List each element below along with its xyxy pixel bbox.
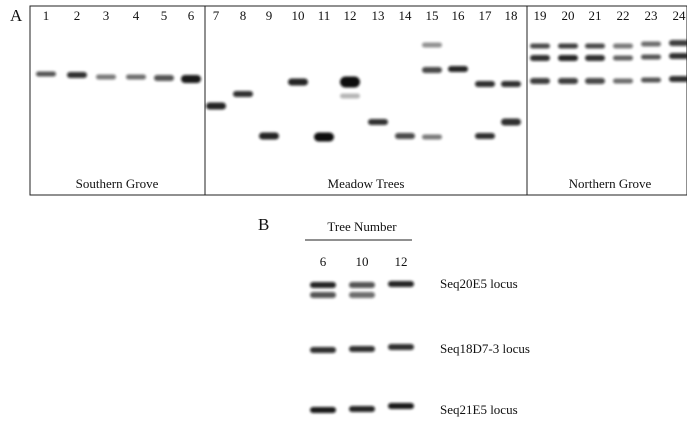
locus-label: Seq21E5 locus	[440, 402, 518, 417]
gel-band	[314, 132, 334, 142]
lane-number: 19	[534, 8, 547, 23]
gel-band	[669, 76, 687, 82]
lane-number: 6	[320, 254, 327, 269]
lane-number: 20	[562, 8, 575, 23]
gel-band	[558, 55, 578, 61]
gel-band	[501, 118, 521, 126]
gel-band	[613, 55, 633, 61]
gel-band	[585, 43, 605, 49]
gel-band	[67, 72, 87, 78]
gel-band	[422, 134, 442, 140]
lane-number: 11	[318, 8, 331, 23]
gel-band	[36, 71, 56, 77]
gel-band	[388, 403, 414, 409]
lane-number: 7	[213, 8, 220, 23]
gel-band	[475, 81, 495, 87]
gel-band	[310, 407, 336, 413]
gel-band	[349, 282, 375, 288]
gel-band	[641, 54, 661, 60]
group-label: Southern Grove	[76, 176, 159, 191]
locus-label: Seq20E5 locus	[440, 276, 518, 291]
lane-number: 5	[161, 8, 168, 23]
gel-band	[641, 41, 661, 47]
gel-band	[310, 292, 336, 298]
panel-label: B	[258, 215, 269, 234]
bands	[36, 40, 687, 413]
lane-number: 22	[617, 8, 630, 23]
gel-band	[422, 42, 442, 48]
panel-label: A	[10, 6, 23, 25]
gel-band	[233, 91, 253, 97]
gel-band	[395, 133, 415, 139]
lane-number: 10	[356, 254, 369, 269]
gel-band	[613, 43, 633, 49]
gel-band	[669, 53, 687, 59]
gel-band	[288, 78, 308, 86]
lane-number: 16	[452, 8, 466, 23]
lane-number: 13	[372, 8, 385, 23]
gel-band	[530, 78, 550, 84]
gel-band	[558, 43, 578, 49]
gel-band	[475, 133, 495, 139]
lane-number: 9	[266, 8, 273, 23]
gel-band	[96, 74, 116, 80]
gel-band	[422, 67, 442, 73]
lane-number: 6	[188, 8, 195, 23]
locus-label: Seq18D7-3 locus	[440, 341, 530, 356]
gel-band	[585, 55, 605, 61]
gel-band	[206, 102, 226, 110]
gel-band	[448, 66, 468, 72]
gel-band	[181, 75, 201, 83]
gel-frame	[29, 5, 687, 196]
lane-number: 1	[43, 8, 50, 23]
gel-band	[669, 40, 687, 46]
gel-band	[349, 346, 375, 352]
gel-band	[585, 78, 605, 84]
lane-number: 14	[399, 8, 413, 23]
lane-number: 8	[240, 8, 247, 23]
lane-number: 2	[74, 8, 81, 23]
gel-band	[349, 406, 375, 412]
gel-band	[259, 132, 279, 140]
lane-number: 21	[589, 8, 602, 23]
gel-band	[126, 74, 146, 80]
lane-number: 10	[292, 8, 305, 23]
gel-band	[501, 81, 521, 87]
gel-band	[530, 43, 550, 49]
gel-band	[349, 292, 375, 298]
gel-band	[388, 344, 414, 350]
lane-number: 12	[395, 254, 408, 269]
lane-number: 3	[103, 8, 110, 23]
gel-band	[154, 75, 174, 81]
lane-number: 12	[344, 8, 357, 23]
lane-number: 15	[426, 8, 439, 23]
gel-band	[558, 78, 578, 84]
header: Tree Number	[327, 219, 397, 234]
lane-number: 18	[505, 8, 518, 23]
gel-band	[310, 347, 336, 353]
gel-band	[530, 55, 550, 61]
gel-band	[340, 93, 360, 99]
gel-band	[340, 76, 360, 88]
lane-number: 4	[133, 8, 140, 23]
group-label: Meadow Trees	[328, 176, 405, 191]
gel-band	[613, 78, 633, 84]
gel-band	[310, 282, 336, 288]
lane-number: 24	[673, 8, 687, 23]
group-label: Northern Grove	[569, 176, 652, 191]
gel-band	[641, 77, 661, 83]
lane-number: 17	[479, 8, 493, 23]
lane-number: 23	[645, 8, 658, 23]
gel-band	[388, 281, 414, 287]
gel-band	[368, 119, 388, 125]
